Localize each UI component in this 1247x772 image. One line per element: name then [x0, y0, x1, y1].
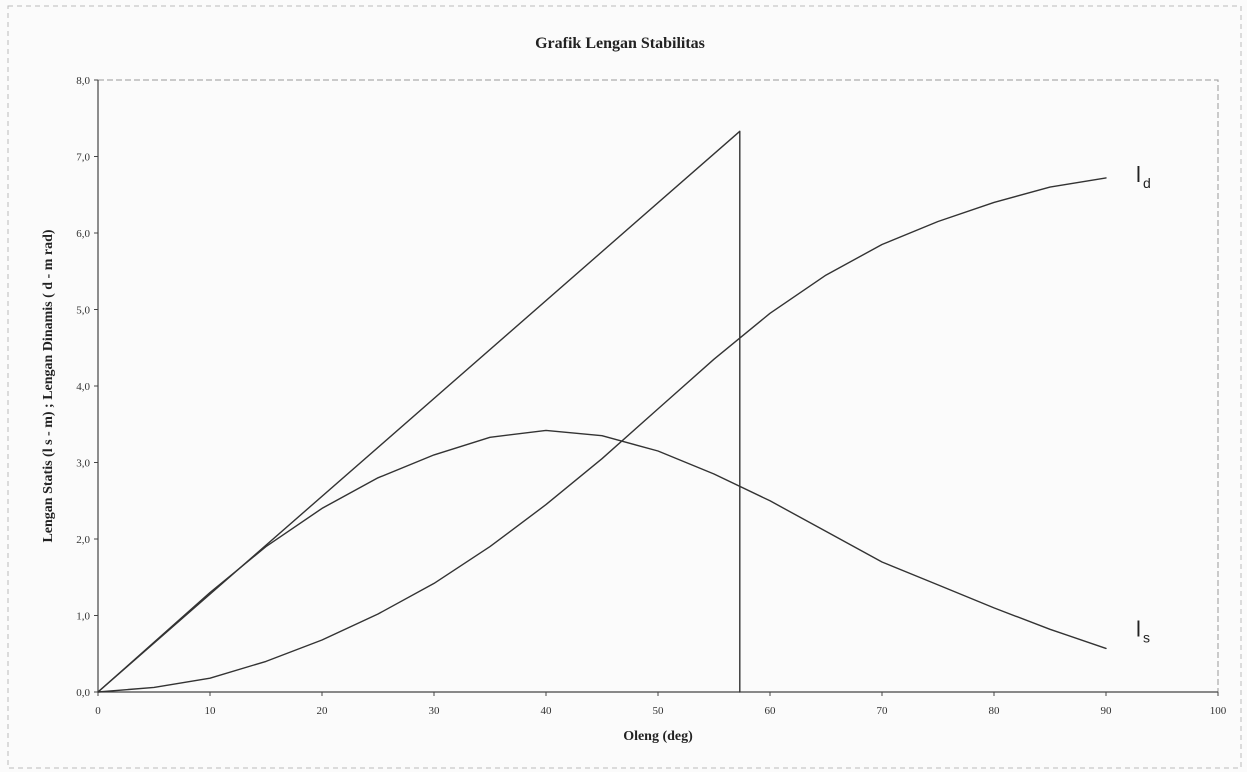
- y-tick-label: 0,0: [76, 687, 90, 699]
- x-tick-label: 80: [989, 705, 1001, 717]
- tick-labels: 0 10 20 30 40 50 60 70 80 90 100 0,0 1,0 2,0 3,0 4,0 5,0…: [76, 75, 1227, 717]
- series-label-sub-l_s: s: [1143, 629, 1150, 645]
- x-tick-label: 70: [877, 705, 889, 717]
- y-tick-label: 7,0: [76, 152, 90, 164]
- series-label-sub-l_d: d: [1143, 175, 1151, 191]
- series-labels: l sl d: [1136, 162, 1151, 645]
- y-tick-label: 6,0: [76, 228, 90, 240]
- x-tick-label: 40: [541, 705, 553, 717]
- x-tick-label: 0: [95, 705, 101, 717]
- y-axis-title: Lengan Statis (l s - m) ; Lengan Dinamis…: [41, 229, 56, 542]
- axes: [97, 80, 1218, 693]
- y-tick-label: 8,0: [76, 75, 90, 87]
- x-axis-title: Oleng (deg): [623, 729, 693, 744]
- y-tick-label: 4,0: [76, 381, 90, 393]
- y-tick-label: 3,0: [76, 458, 90, 470]
- x-tick-label: 20: [317, 705, 329, 717]
- x-tick-label: 30: [429, 705, 441, 717]
- series-label-l_s: l: [1136, 616, 1141, 641]
- x-tick-label: 100: [1210, 705, 1227, 717]
- y-tick-label: 2,0: [76, 534, 90, 546]
- series-label-l_d: l: [1136, 162, 1141, 187]
- x-tick-label: 90: [1101, 705, 1113, 717]
- chart-title: Grafik Lengan Stabilitas: [535, 35, 705, 52]
- series-line-l_d: [97, 177, 1107, 693]
- plot-area-border: [97, 79, 1219, 693]
- y-tick-label: 5,0: [76, 305, 90, 317]
- series-line-l_s: [97, 429, 1107, 693]
- outer-border: [7, 5, 1242, 769]
- x-tick-label: 50: [653, 705, 665, 717]
- series-lines: [97, 130, 1107, 693]
- x-tick-label: 60: [765, 705, 777, 717]
- y-tick-label: 1,0: [76, 611, 90, 623]
- series-line-tangent: [97, 130, 741, 693]
- x-tick-label: 10: [205, 705, 217, 717]
